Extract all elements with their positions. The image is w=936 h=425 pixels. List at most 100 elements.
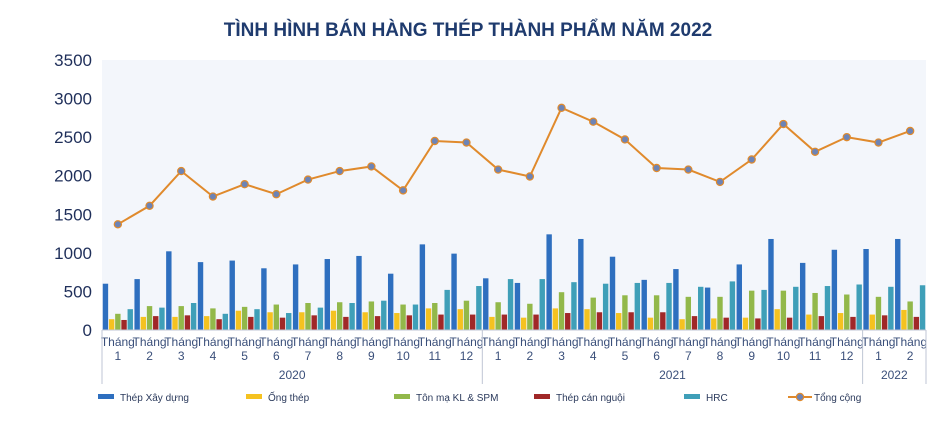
x-group-label: 2021 [659, 368, 686, 382]
bar [660, 312, 666, 330]
line-point [430, 136, 439, 146]
x-tick-prefix: Tháng [703, 335, 737, 349]
bar [806, 314, 812, 330]
chart-title: TÌNH HÌNH BÁN HÀNG THÉP THÀNH PHẨM NĂM 2… [223, 20, 713, 41]
x-tick-label: 2 [907, 349, 914, 363]
legend-swatch [98, 394, 114, 399]
bar [558, 292, 565, 330]
legend-swatch [534, 394, 550, 399]
bar [704, 287, 711, 330]
bar [774, 309, 780, 330]
line-point [335, 166, 344, 176]
bar [768, 238, 774, 330]
x-tick-prefix: Tháng [735, 335, 769, 349]
bar [901, 309, 907, 330]
y-tick-label: 0 [83, 321, 92, 340]
x-tick-prefix: Tháng [418, 335, 452, 349]
x-tick-label: 5 [241, 349, 248, 363]
bar [590, 297, 596, 330]
x-tick-label: 8 [717, 349, 724, 363]
x-tick-label: 10 [396, 349, 410, 363]
x-axis: Tháng1Tháng2Tháng3Tháng4Tháng5Tháng6Thán… [101, 329, 927, 384]
x-tick-prefix: Tháng [671, 335, 705, 349]
line-point [208, 192, 218, 201]
line-point [525, 172, 535, 181]
x-tick-prefix: Tháng [640, 335, 674, 349]
line-point [874, 138, 883, 147]
bar [469, 314, 476, 330]
bar [425, 308, 432, 330]
x-tick-label: 9 [368, 349, 375, 363]
x-group-label: 2020 [279, 368, 306, 382]
x-tick-prefix: Tháng [133, 335, 167, 349]
bar [311, 315, 317, 330]
y-tick-label: 2500 [54, 128, 92, 147]
bar [267, 312, 273, 330]
bar [761, 289, 767, 330]
bar [299, 312, 305, 330]
x-tick-label: 2 [527, 349, 534, 363]
bar [102, 283, 109, 330]
y-tick-label: 1500 [54, 205, 92, 224]
bar [368, 301, 375, 330]
bar [653, 295, 660, 330]
legend-swatch-marker [795, 392, 805, 402]
bar [844, 294, 850, 330]
line-point [177, 166, 186, 176]
bar [438, 314, 444, 330]
x-tick-prefix: Tháng [513, 335, 547, 349]
bar [919, 285, 926, 330]
y-tick-label: 1000 [54, 244, 92, 263]
line-point [905, 126, 915, 136]
legend: Thép Xây dựng Ống thép Tôn mạ KL & SPM Thép… [98, 390, 861, 404]
bar [197, 262, 204, 330]
bar-marks [102, 234, 926, 330]
legend-label: Thép cán nguội [556, 393, 625, 404]
bar [330, 310, 337, 330]
bar [305, 303, 311, 330]
y-axis: 0 500 1000 1500 2000 2500 3000 3500 [54, 51, 92, 340]
bar [755, 318, 761, 330]
bar [717, 296, 723, 330]
bar [222, 313, 229, 330]
x-tick-prefix: Tháng [291, 335, 325, 349]
bar [616, 313, 622, 330]
bar [748, 290, 755, 330]
bar [374, 316, 381, 330]
bar [432, 303, 438, 330]
bar [362, 312, 368, 330]
bar [457, 309, 463, 330]
bar [856, 284, 862, 330]
bar [850, 316, 856, 330]
bar [235, 310, 242, 330]
bar [907, 301, 913, 330]
bar [343, 316, 349, 330]
x-tick-label: 9 [748, 349, 755, 363]
bar [115, 313, 121, 330]
x-tick-prefix: Tháng [101, 335, 135, 349]
x-tick-prefix: Tháng [196, 335, 230, 349]
bar [729, 281, 736, 330]
bar [349, 303, 355, 330]
bar [501, 314, 508, 330]
line-point [810, 147, 820, 156]
bar [451, 253, 457, 330]
line-point [715, 177, 725, 187]
bar [400, 304, 406, 330]
bar [539, 279, 545, 330]
bar [698, 286, 704, 330]
total-line-path [117, 106, 911, 226]
bar [812, 292, 818, 330]
x-tick-prefix: Tháng [228, 335, 262, 349]
bar [837, 313, 844, 330]
bar [799, 262, 806, 330]
x-tick-label: 11 [429, 349, 442, 363]
bar [742, 317, 749, 330]
x-tick-label: 12 [840, 349, 854, 363]
legend-label: Ống thép [268, 390, 310, 404]
bar [507, 279, 514, 330]
bar [204, 316, 210, 330]
x-tick-label: 7 [305, 349, 312, 363]
bar [108, 319, 115, 330]
